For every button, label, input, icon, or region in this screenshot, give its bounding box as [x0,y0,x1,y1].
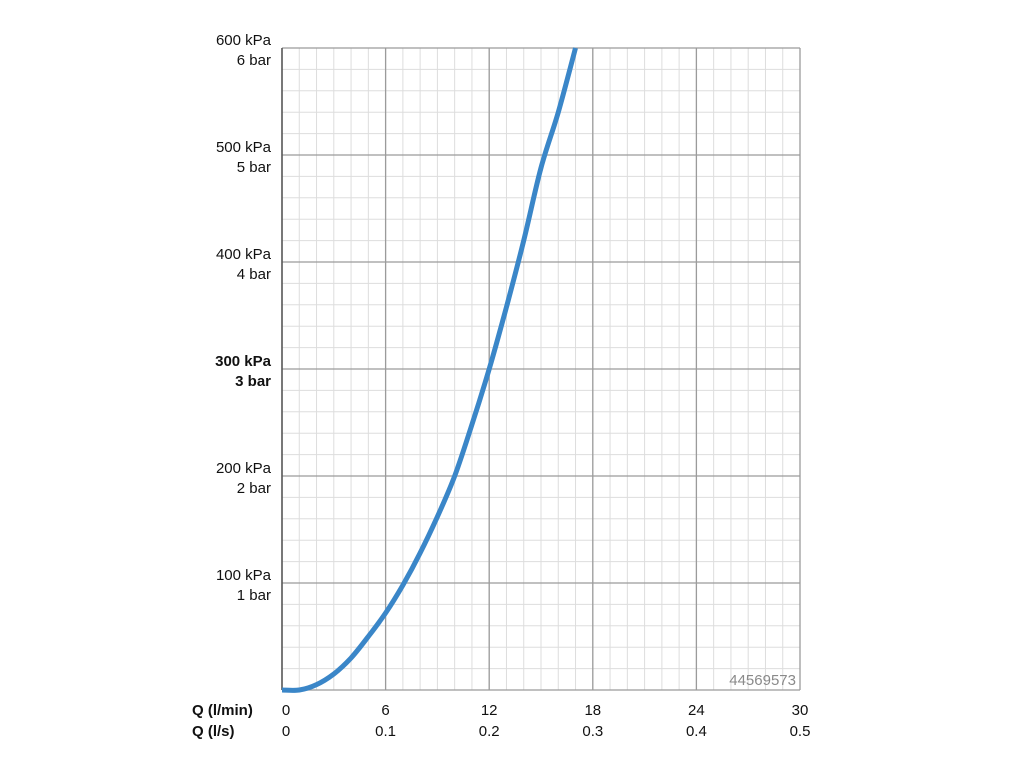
x-tick-label-lmin: 24 [688,702,705,719]
x-tick-label-lmin: 30 [792,702,809,719]
x-tick-label-ls: 0.4 [686,723,707,740]
y-tick-label-kpa: 200 kPa [216,460,272,477]
y-tick-label-bar: 6 bar [237,52,271,69]
y-tick-label-kpa: 100 kPa [216,567,272,584]
y-tick-label-bar: 3 bar [235,373,271,390]
x-tick-label-lmin: 6 [381,702,389,719]
y-tick-label-bar: 4 bar [237,266,271,283]
x-axis-labels: 0 0 6 0.1 12 0.2 18 0.3 24 0.4 30 0.5 [282,702,811,740]
x-axis-name-secondary: Q (l/s) [192,723,235,740]
x-tick-label-lmin: 12 [481,702,498,719]
y-tick-label-kpa: 300 kPa [215,353,272,370]
chart-code-annotation: 44569573 [729,672,796,689]
series-line [281,47,578,693]
x-tick-label-lmin: 0 [282,702,290,719]
series-layer [281,47,578,693]
y-axis-labels: 100 kPa 1 bar 200 kPa 2 bar 300 kPa 3 bar 400 … [215,32,272,604]
x-tick-label-ls: 0.3 [582,723,603,740]
y-tick-label-kpa: 400 kPa [216,246,272,263]
y-tick-label-kpa: 600 kPa [216,32,272,49]
x-tick-label-lmin: 18 [584,702,601,719]
x-tick-label-ls: 0 [282,723,290,740]
y-tick-label-bar: 5 bar [237,159,271,176]
y-tick-label-kpa: 500 kPa [216,139,272,156]
major-grid [281,47,801,691]
x-axis-name-primary: Q (l/min) [192,702,253,719]
x-tick-label-ls: 0.1 [375,723,396,740]
y-tick-label-bar: 1 bar [237,587,271,604]
y-tick-label-bar: 2 bar [237,480,271,497]
x-tick-label-ls: 0.5 [790,723,811,740]
x-tick-label-ls: 0.2 [479,723,500,740]
